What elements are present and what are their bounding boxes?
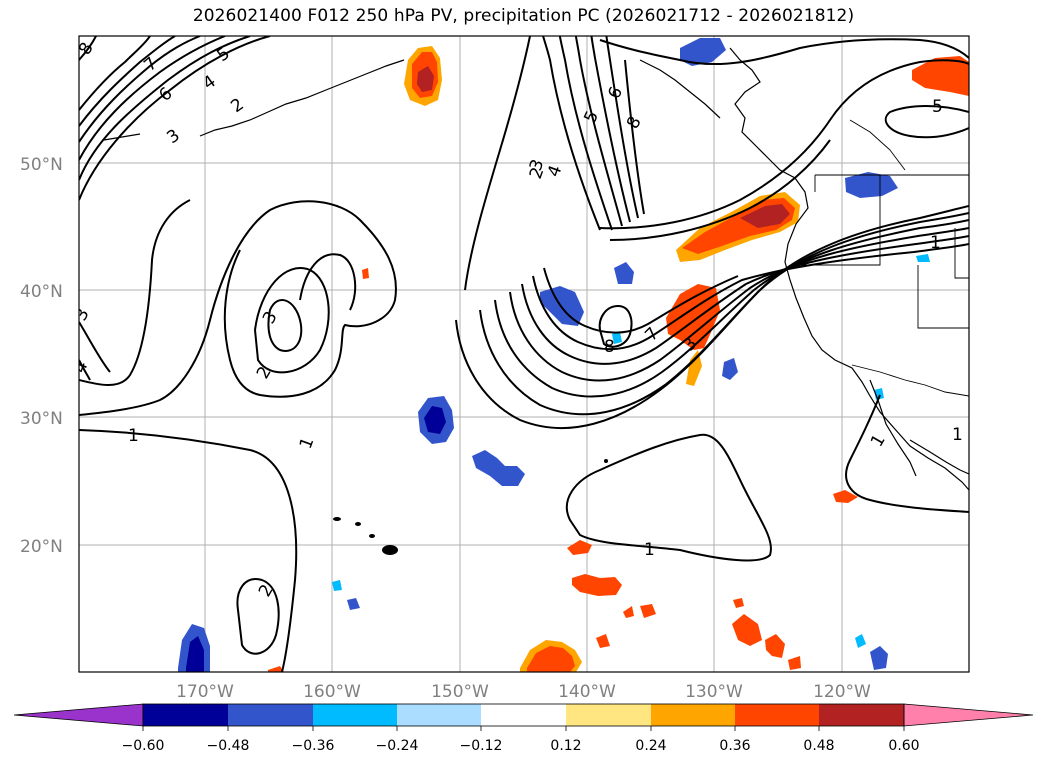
- longitude-labels: 170°W 160°W 150°W 140°W 130°W 120°W: [176, 682, 871, 702]
- colorbar-tick-label: −0.36: [292, 738, 335, 754]
- lon-label-160w: 160°W: [303, 682, 361, 702]
- colorbar-tick-label: −0.12: [460, 738, 503, 754]
- islands: [333, 459, 608, 555]
- colorbar-tick-label: 0.36: [719, 738, 750, 754]
- map-border: [78, 35, 970, 673]
- colorbar-ticks: [142, 726, 905, 731]
- lat-label-50n: 50°N: [20, 155, 63, 175]
- latitude-labels: 50°N 40°N 30°N 20°N: [20, 155, 63, 557]
- colorbar-segment: [397, 704, 481, 726]
- colorbar-outline: [142, 703, 905, 727]
- colorbar-extend-high: [903, 703, 1034, 727]
- colorbar-tick-label: 0.24: [635, 738, 666, 754]
- contour-label: 1: [930, 233, 941, 253]
- colorbar-segment: [566, 704, 651, 726]
- pv-contours: [79, 36, 969, 672]
- political-borders: [795, 119, 969, 397]
- lon-label-150w: 150°W: [431, 682, 489, 702]
- colorbar-tick-label: 0.60: [888, 738, 919, 754]
- contour-label: 5: [932, 97, 943, 117]
- lon-label-170w: 170°W: [176, 682, 234, 702]
- map-title: 2026021400 F012 250 hPa PV, precipitatio…: [192, 6, 855, 26]
- colorbar-segment: [481, 704, 566, 726]
- colorbar-segment: [819, 704, 904, 726]
- coastlines: [103, 47, 969, 491]
- contour-label: 8: [604, 337, 615, 357]
- colorbar-extend-low: [13, 703, 144, 727]
- colorbar-tick-label: −0.60: [122, 738, 165, 754]
- colorbar-segment: [735, 704, 819, 726]
- contour-label: 1: [644, 540, 655, 560]
- lat-label-30n: 30°N: [20, 409, 63, 429]
- colorbar: −0.60 −0.48 −0.36 −0.24 −0.12 0.12 0.24 …: [13, 703, 1034, 754]
- colorbar-segment: [651, 704, 735, 726]
- colorbar-tick-label: 0.48: [803, 738, 834, 754]
- colorbar-segment: [143, 704, 228, 726]
- colorbar-tick-label: −0.24: [376, 738, 419, 754]
- map-area: [79, 36, 969, 672]
- lat-label-20n: 20°N: [20, 537, 63, 557]
- colorbar-segment: [228, 704, 313, 726]
- lon-label-120w: 120°W: [813, 682, 871, 702]
- colorbar-tick-label: −0.48: [207, 738, 250, 754]
- colorbar-segment: [313, 704, 397, 726]
- contour-label: 1: [952, 425, 963, 445]
- graticule: [79, 36, 969, 672]
- colorbar-tick-labels: −0.60 −0.48 −0.36 −0.24 −0.12 0.12 0.24 …: [122, 738, 920, 754]
- precip-negative-areas: [178, 38, 930, 672]
- colorbar-tick-label: 0.12: [550, 738, 581, 754]
- lat-label-40n: 40°N: [20, 282, 63, 302]
- contour-label: 1: [128, 426, 139, 446]
- lon-label-130w: 130°W: [685, 682, 743, 702]
- lon-label-140w: 140°W: [558, 682, 616, 702]
